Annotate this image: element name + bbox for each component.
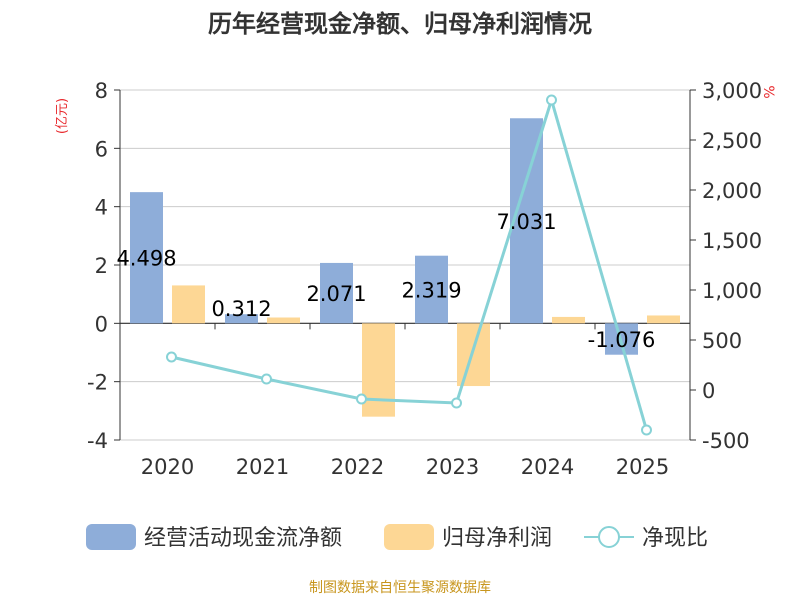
legend-item[interactable]: 经营活动现金流净额 bbox=[86, 524, 342, 551]
ratio-line bbox=[166, 94, 652, 436]
legend-label: 净现比 bbox=[642, 526, 708, 551]
x-tick-label: 2020 bbox=[141, 455, 194, 479]
y-right-tick-label: 500 bbox=[702, 329, 742, 353]
x-tick-label: 2022 bbox=[331, 455, 384, 479]
y-right-tick-label: -500 bbox=[702, 429, 750, 453]
ratio-point[interactable] bbox=[261, 373, 272, 385]
data-label: 7.031 bbox=[496, 210, 556, 234]
legend-swatch bbox=[86, 524, 136, 550]
legend-swatch-marker bbox=[598, 526, 620, 548]
legend-label: 归母净利润 bbox=[442, 526, 552, 551]
y-right-tick-label: 0 bbox=[702, 379, 715, 403]
bar-operating-cash-flow[interactable] bbox=[510, 118, 543, 324]
y-left-tick-label: 4 bbox=[95, 196, 108, 220]
axes: -4 -2 0 2 4 6 8 -500 0 500 1,000 1,500 2,000 2,500 3,0… bbox=[87, 79, 762, 479]
x-tick-label: 2023 bbox=[426, 455, 479, 479]
ratio-point[interactable] bbox=[356, 393, 367, 405]
chart-title: 历年经营现金净额、归母净利润情况 bbox=[208, 10, 592, 38]
bar-operating-cash-flow[interactable] bbox=[415, 255, 448, 324]
x-tick-label: 2025 bbox=[616, 455, 669, 479]
y-right-tick-label: 3,000 bbox=[702, 79, 762, 103]
x-tick-label: 2024 bbox=[521, 455, 574, 479]
y-right-tick-label: 2,000 bbox=[702, 179, 762, 203]
y-left-tick-label: 2 bbox=[95, 254, 108, 278]
ratio-point[interactable] bbox=[166, 351, 177, 363]
y-right-tick-label: 2,500 bbox=[702, 129, 762, 153]
ratio-point[interactable] bbox=[451, 397, 462, 409]
bar-operating-cash-flow[interactable] bbox=[225, 314, 258, 324]
bar-operating-cash-flow[interactable] bbox=[130, 192, 163, 324]
bar-net-profit[interactable] bbox=[362, 323, 395, 417]
ratio-point[interactable] bbox=[546, 94, 557, 106]
y-left-unit-label: (亿元) bbox=[55, 98, 70, 134]
data-label: 0.312 bbox=[211, 297, 271, 321]
y-right-tick-label: 1,000 bbox=[702, 279, 762, 303]
legend-item[interactable]: 归母净利润 bbox=[384, 524, 552, 551]
y-left-tick-label: 8 bbox=[95, 79, 108, 103]
data-label: -1.076 bbox=[588, 328, 656, 352]
bar-net-profit[interactable] bbox=[172, 285, 205, 324]
bar-net-profit[interactable] bbox=[457, 323, 490, 387]
data-label: 4.498 bbox=[116, 247, 176, 271]
source-note: 制图数据来自恒生聚源数据库 bbox=[309, 580, 491, 596]
ratio-point[interactable] bbox=[641, 424, 652, 436]
y-left-tick-label: 0 bbox=[95, 312, 108, 336]
bar-operating-cash-flow[interactable] bbox=[320, 262, 353, 324]
legend-item[interactable]: 净现比 bbox=[584, 526, 708, 551]
y-right-unit-label: % bbox=[760, 85, 776, 98]
x-tick-label: 2021 bbox=[236, 455, 289, 479]
data-label: 2.319 bbox=[401, 279, 461, 303]
bars bbox=[130, 118, 680, 417]
legend-swatch bbox=[384, 524, 434, 550]
bar-net-profit[interactable] bbox=[552, 316, 585, 324]
ratio-line-path bbox=[171, 94, 648, 431]
bar-net-profit[interactable] bbox=[647, 315, 680, 324]
y-left-tick-label: 6 bbox=[95, 137, 108, 161]
y-right-tick-label: 1,500 bbox=[702, 229, 762, 253]
bar-net-profit[interactable] bbox=[267, 317, 300, 324]
legend[interactable]: 经营活动现金流净额 归母净利润 净现比 bbox=[86, 524, 708, 551]
data-labels: 4.498 0.312 2.071 2.319 7.031 -1.076 bbox=[116, 210, 655, 352]
y-left-tick-label: -2 bbox=[87, 371, 108, 395]
data-label: 2.071 bbox=[306, 282, 366, 306]
y-left-tick-label: -4 bbox=[87, 429, 108, 453]
legend-label: 经营活动现金流净额 bbox=[144, 526, 342, 551]
gridlines bbox=[120, 89, 690, 441]
